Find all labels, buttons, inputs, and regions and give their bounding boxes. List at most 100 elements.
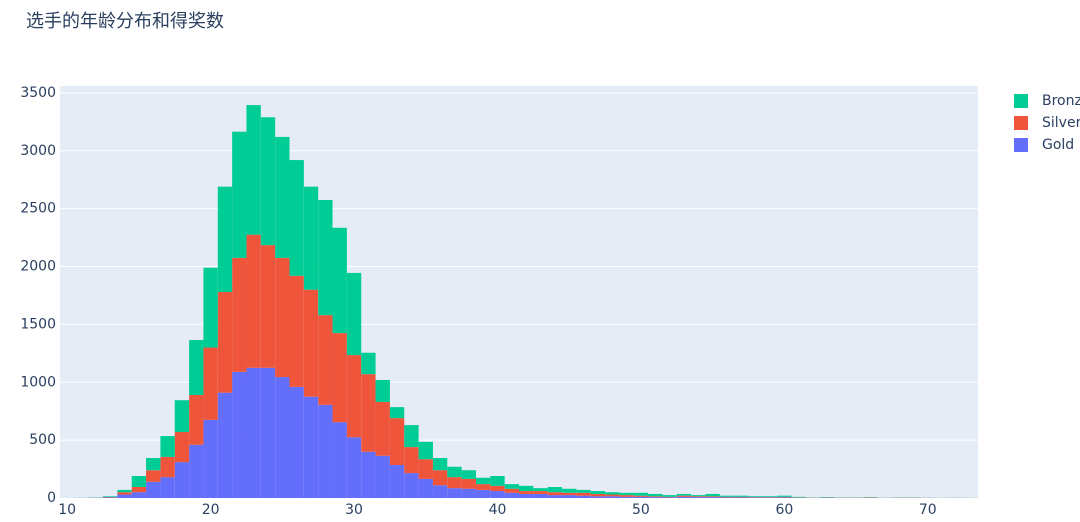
bar xyxy=(346,437,362,498)
bar xyxy=(633,492,649,496)
bar xyxy=(504,492,519,498)
bar xyxy=(332,422,347,498)
bar xyxy=(461,470,476,479)
legend-label: Silver xyxy=(1042,115,1080,131)
bar xyxy=(662,497,677,498)
bar xyxy=(461,478,476,489)
bar xyxy=(174,432,190,463)
bar xyxy=(318,199,333,316)
bar xyxy=(519,493,534,498)
bar xyxy=(189,340,204,395)
bar xyxy=(490,491,505,498)
bar xyxy=(547,492,563,496)
bar xyxy=(189,395,204,445)
bar xyxy=(389,465,405,498)
bar xyxy=(791,496,806,498)
bar xyxy=(691,496,706,498)
bar xyxy=(547,487,563,493)
bar xyxy=(777,496,792,498)
bar xyxy=(432,458,448,471)
bar xyxy=(131,487,147,493)
bar xyxy=(705,493,720,497)
bar xyxy=(203,419,218,498)
bar xyxy=(619,495,634,497)
bar xyxy=(318,315,333,405)
bar xyxy=(275,136,290,258)
y-tick-label: 0 xyxy=(47,490,56,506)
bar xyxy=(475,477,491,485)
bar xyxy=(633,495,649,497)
bar xyxy=(519,485,534,492)
bar xyxy=(777,497,792,498)
bar xyxy=(432,470,448,486)
legend-swatch xyxy=(1014,116,1028,130)
bar xyxy=(619,496,634,498)
bar xyxy=(389,418,405,466)
bar xyxy=(590,491,606,494)
bar xyxy=(676,495,692,497)
bar xyxy=(146,481,161,498)
bar xyxy=(160,456,175,478)
bar xyxy=(590,493,606,497)
bar xyxy=(705,497,720,498)
bar xyxy=(103,496,118,497)
bar xyxy=(705,496,720,498)
bar xyxy=(533,491,548,494)
bar xyxy=(777,495,792,497)
bar xyxy=(447,488,462,498)
x-tick-label: 30 xyxy=(345,502,363,518)
bar xyxy=(318,404,333,498)
bar xyxy=(389,407,405,419)
bar xyxy=(217,392,233,498)
bar xyxy=(676,496,692,498)
bar xyxy=(217,186,233,292)
bar xyxy=(303,289,319,397)
bar xyxy=(146,470,161,482)
bar xyxy=(475,484,491,490)
bar xyxy=(533,493,548,498)
legend-label: Bronze xyxy=(1042,93,1080,109)
bar xyxy=(648,493,663,497)
bar xyxy=(332,333,347,423)
bar xyxy=(447,477,462,489)
x-tick-label: 60 xyxy=(775,502,793,518)
bar xyxy=(605,492,620,495)
legend-swatch xyxy=(1014,94,1028,108)
bar xyxy=(203,267,218,348)
bar xyxy=(146,458,161,471)
bar xyxy=(260,367,276,498)
bar xyxy=(174,462,190,498)
bar xyxy=(246,367,261,498)
bar xyxy=(332,227,347,334)
bar xyxy=(762,496,778,498)
bar xyxy=(719,497,735,498)
y-tick-label: 2500 xyxy=(20,201,56,217)
bar xyxy=(289,275,304,387)
bar xyxy=(490,476,505,486)
x-tick-label: 50 xyxy=(632,502,650,518)
bar xyxy=(662,496,677,498)
bar xyxy=(432,485,448,498)
bar xyxy=(361,374,376,452)
bar xyxy=(418,459,433,479)
bar xyxy=(633,496,649,498)
bar xyxy=(232,257,247,372)
bar xyxy=(734,495,749,497)
y-tick-label: 1000 xyxy=(20,374,56,390)
x-tick-label: 70 xyxy=(919,502,937,518)
bar xyxy=(562,488,577,493)
bar xyxy=(375,379,390,402)
bar xyxy=(131,476,147,488)
bar xyxy=(361,352,376,375)
bar xyxy=(605,494,620,497)
x-tick-label: 10 xyxy=(58,502,76,518)
bar xyxy=(160,436,175,457)
y-tick-label: 3000 xyxy=(20,143,56,159)
y-tick-label: 2000 xyxy=(20,259,56,275)
bar xyxy=(576,489,591,493)
bar xyxy=(691,495,706,497)
bar xyxy=(303,186,319,290)
bar xyxy=(117,492,132,495)
legend-swatch xyxy=(1014,138,1028,152)
